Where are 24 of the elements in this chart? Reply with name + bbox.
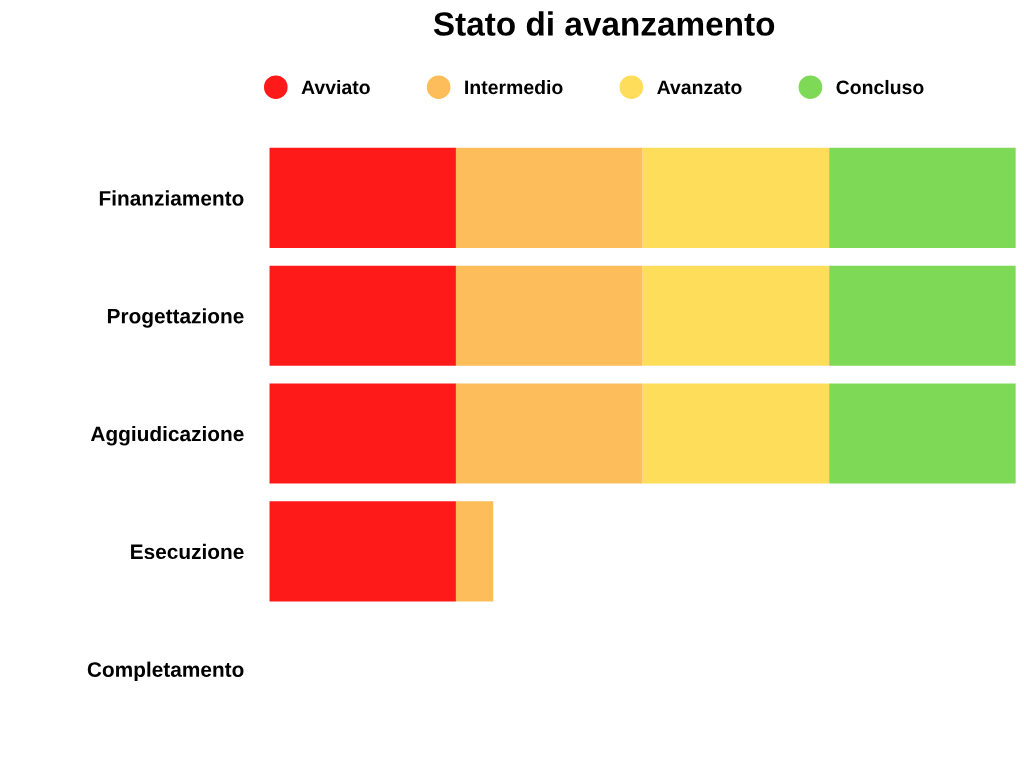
legend-label: Concluso	[836, 79, 924, 95]
bar	[455, 383, 643, 484]
bar	[642, 265, 830, 366]
bar	[455, 501, 494, 602]
bar	[269, 265, 456, 366]
bar	[455, 265, 643, 366]
legend-label: Avanzato	[657, 80, 742, 95]
bar	[829, 265, 1016, 366]
legend-label: Intermedio	[465, 79, 563, 95]
bar	[829, 383, 1016, 484]
bar	[642, 147, 830, 248]
chart-title: Stato di avanzamento	[433, 11, 775, 36]
y-tick-label: Aggiudicazione	[90, 425, 244, 446]
bar	[829, 147, 1016, 248]
bar	[642, 383, 830, 484]
y-tick-label: Completamento	[87, 661, 244, 682]
bar	[455, 147, 643, 248]
y-tick-label: Progettazione	[107, 308, 244, 328]
y-tick-label: Esecuzione	[131, 543, 244, 560]
bar	[269, 383, 456, 484]
bar	[269, 501, 456, 602]
bar	[269, 147, 456, 248]
legend-label: Avviato	[301, 79, 370, 95]
y-tick-label: Finanziamento	[99, 190, 244, 206]
